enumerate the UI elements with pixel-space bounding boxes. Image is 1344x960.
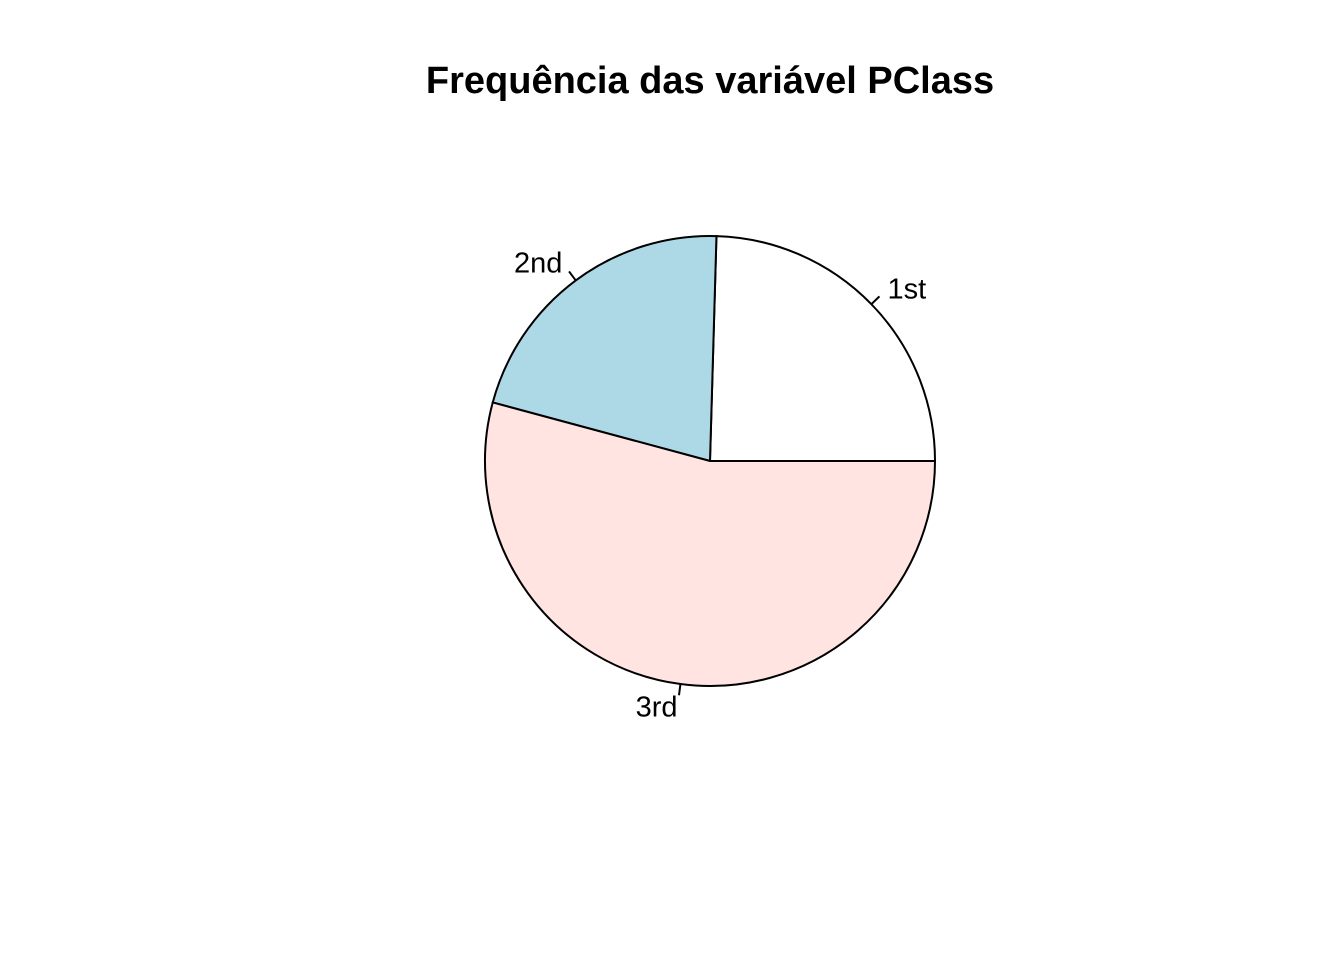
pie-label-3rd: 3rd: [636, 691, 678, 723]
pie-slices: [484, 235, 937, 687]
pie-labels: 1st 2nd 3rd: [514, 247, 926, 723]
pie-label-2nd: 2nd: [514, 247, 562, 279]
pie-slice-2nd: [491, 235, 718, 463]
pie-leader-1st: [870, 295, 881, 305]
pie-leader-2nd: [568, 270, 577, 282]
pie-slice-1st: [708, 235, 937, 462]
pie-leader-3rd: [677, 683, 682, 696]
pie-label-1st: 1st: [888, 274, 927, 306]
chart-title: Frequência das variável PClass: [426, 60, 994, 102]
